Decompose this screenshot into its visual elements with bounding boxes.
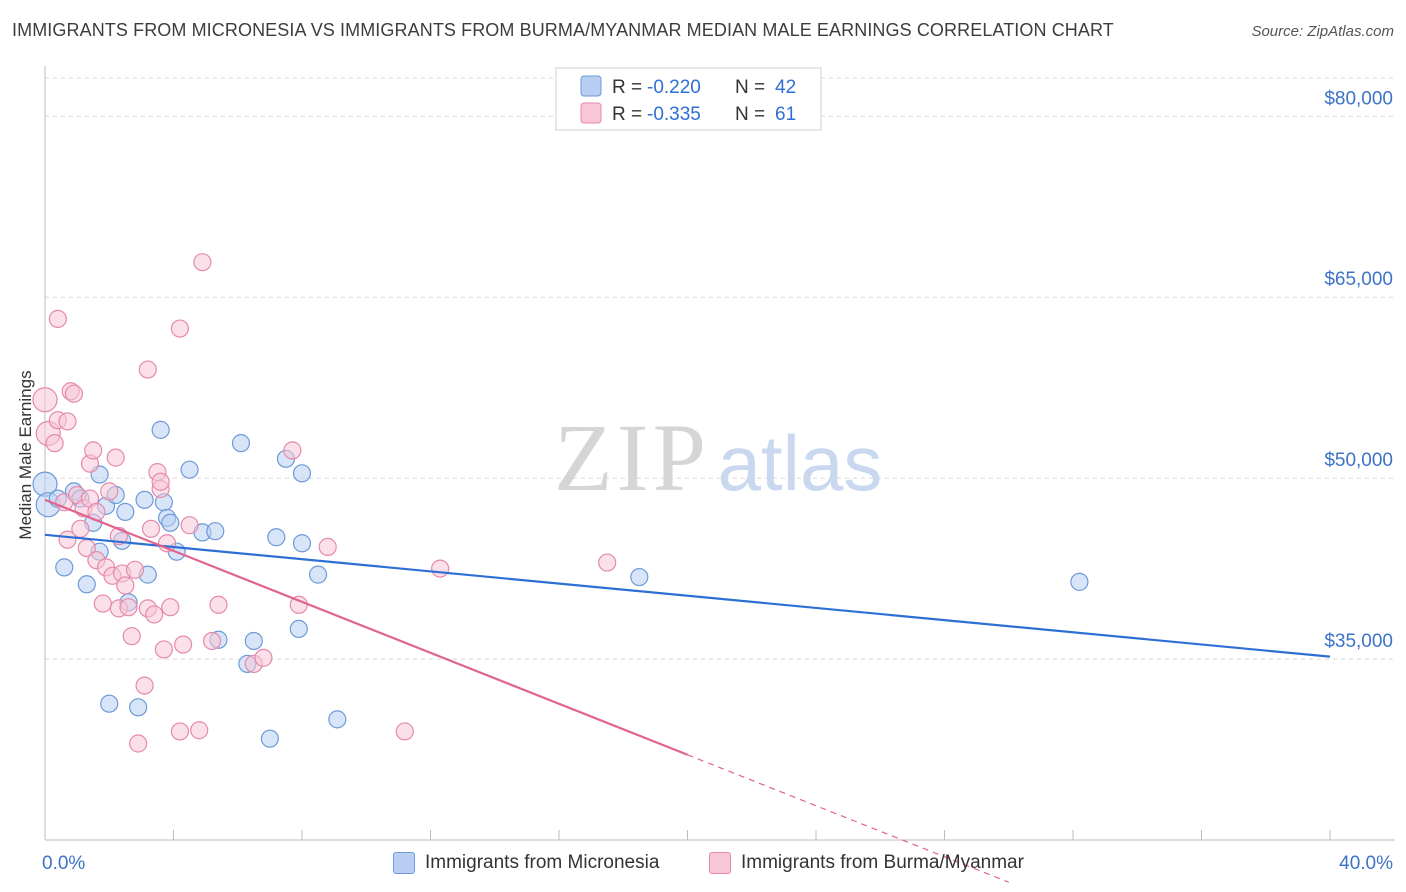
legend-r-label-burma: R = [612,104,642,125]
point-burma-6 [58,530,77,549]
point-micronesia-34 [289,619,308,639]
point-micronesia-16 [129,698,148,717]
y-axis-label: Median Male Earnings [16,370,35,539]
legend-swatch-micronesia [580,75,602,97]
point-micronesia-31 [260,729,279,748]
y-tick-label-0: $80,000 [1324,88,1393,109]
legend-item-micronesia: Immigrants from Micronesia [393,852,659,874]
legend-swatch-burma [709,852,731,874]
point-burma-46 [180,516,199,535]
y-tick-label-3: $35,000 [1324,631,1393,652]
point-micronesia-17 [135,490,154,509]
point-burma-2 [45,434,64,453]
legend-r-value-micronesia: -0.220 [647,77,701,98]
point-burma-43 [170,722,190,741]
point-micronesia-36 [292,464,312,483]
point-micronesia-32 [267,528,286,547]
point-burma-32 [135,676,154,695]
point-burma-7 [58,412,77,431]
point-burma-47 [190,721,209,740]
correlation-legend: R = -0.220 N = 42 R = -0.335 N = 61 [555,67,822,131]
point-burma-58 [598,553,617,572]
point-burma-29 [122,627,141,646]
point-micronesia-22 [161,513,180,532]
trend-line-burma [44,498,688,756]
y-tick-labels: $80,000 $65,000 $50,000 $35,000 [1324,88,1393,652]
data-points [32,253,1089,753]
point-burma-50 [209,595,228,614]
point-micronesia-26 [206,522,225,541]
trend-lines [44,498,1331,883]
legend-n-label-micronesia: N = [735,77,765,98]
point-burma-27 [116,576,135,595]
point-burma-55 [318,537,337,556]
point-burma-42 [161,598,180,617]
legend-n-value-burma: 61 [775,104,796,125]
point-micronesia-37 [308,565,328,584]
x-tick-label-1: 40.0% [1339,853,1393,874]
chart-title: IMMIGRANTS FROM MICRONESIA VS IMMIGRANTS… [12,20,1114,40]
point-burma-36 [145,605,164,624]
watermark-atlas: atlas [718,419,883,507]
point-burma-4 [48,309,67,328]
point-burma-23 [106,448,125,467]
point-burma-28 [119,598,138,617]
point-burma-30 [125,560,145,579]
legend-label-micronesia: Immigrants from Micronesia [425,852,660,873]
axes [44,66,1395,841]
point-micronesia-19 [151,420,170,439]
point-micronesia-24 [180,460,199,479]
point-burma-39 [151,472,170,491]
x-tick-labels: 0.0% 40.0% [42,853,1393,874]
point-micronesia-13 [116,502,135,521]
point-burma-53 [283,441,302,460]
point-burma-9 [64,384,84,403]
legend-r-label-micronesia: R = [612,77,642,98]
point-burma-34 [138,360,157,379]
point-micronesia-35 [292,534,312,553]
watermark-zip: ZIP [554,404,710,511]
point-burma-19 [93,594,112,613]
trend-line-extension-burma [687,754,1009,883]
point-burma-16 [84,441,103,460]
legend-r-value-burma: -0.335 [647,104,701,125]
point-burma-52 [254,648,273,667]
point-micronesia-38 [328,710,347,729]
point-micronesia-3 [55,558,74,577]
legend-n-value-micronesia: 42 [775,77,796,98]
point-micronesia-15 [100,694,119,713]
legend-swatch-burma [580,102,602,124]
legend-swatch-micronesia [393,852,415,874]
x-tick-label-0: 0.0% [42,853,85,874]
point-burma-45 [174,635,193,654]
point-burma-31 [129,734,148,753]
legend-item-burma: Immigrants from Burma/Myanmar [709,852,1024,874]
point-burma-35 [141,519,161,538]
grid-lines [45,77,1395,660]
point-micronesia-40 [1070,572,1089,591]
source-credit: Source: ZipAtlas.com [1251,23,1394,40]
point-micronesia-28 [231,434,251,453]
point-burma-48 [193,253,212,272]
point-burma-49 [202,631,222,651]
series-legend: Immigrants from Micronesia Immigrants fr… [0,852,1406,878]
zipatlas-watermark: ZIP atlas [554,404,882,511]
y-tick-label-2: $50,000 [1324,450,1393,471]
point-burma-0 [32,387,58,413]
point-burma-44 [170,319,190,338]
point-micronesia-30 [244,631,263,651]
point-micronesia-6 [77,575,96,594]
point-burma-21 [100,482,119,501]
point-burma-12 [71,519,90,538]
point-burma-57 [431,559,450,578]
legend-label-burma: Immigrants from Burma/Myanmar [741,852,1024,873]
point-burma-56 [395,722,414,741]
point-burma-40 [154,640,173,659]
trend-line-micronesia [44,533,1331,658]
y-tick-label-1: $65,000 [1324,269,1393,290]
point-micronesia-39 [630,567,649,587]
legend-n-label-burma: N = [735,104,765,125]
